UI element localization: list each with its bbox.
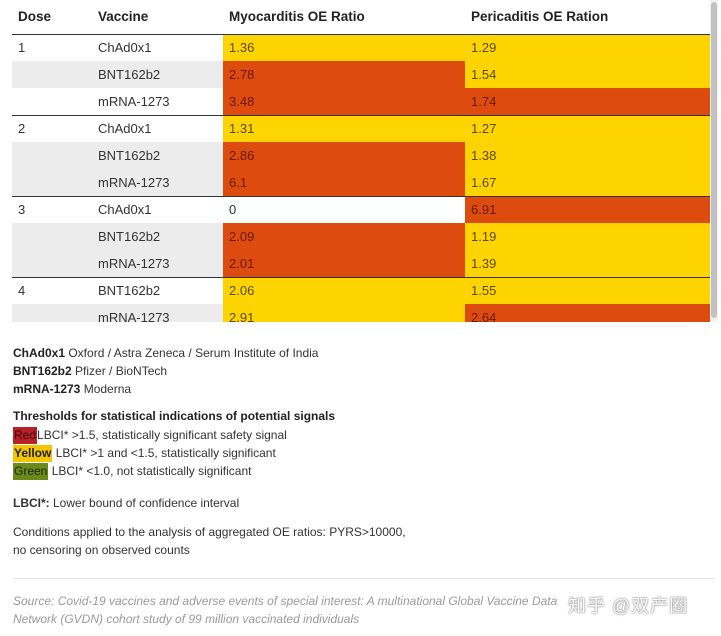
- legend-desc: Oxford / Astra Zeneca / Serum Institute …: [65, 346, 319, 360]
- cell-dose: 4: [12, 276, 92, 304]
- cell-pericarditis: 1.38: [465, 142, 710, 169]
- conditions-line-1: Conditions applied to the analysis of ag…: [13, 525, 406, 539]
- cell-dose: 2: [12, 114, 92, 142]
- table-row: 4 BNT162b2 2.06 1.55: [12, 276, 710, 304]
- cell-myocarditis: 2.09: [223, 223, 465, 250]
- cell-vaccine: mRNA-1273: [92, 250, 223, 277]
- table-row: mRNA-1273 2.91 2.64: [12, 304, 710, 322]
- cell-dose: [12, 304, 92, 322]
- table-row: 3 ChAd0x1 0 6.91: [12, 195, 710, 223]
- legend-code: mRNA-1273: [13, 382, 81, 396]
- cell-vaccine: ChAd0x1: [92, 114, 223, 142]
- cell-myocarditis: 1.31: [223, 114, 465, 142]
- cell-vaccine: BNT162b2: [92, 276, 223, 304]
- lbci-def: Lower bound of confidence interval: [49, 496, 240, 510]
- threshold-red: RedLBCI* >1.5, statistically significant…: [13, 427, 287, 444]
- threshold-green-text: LBCI* <1.0, not statistically significan…: [48, 464, 252, 478]
- legend-item: BNT162b2 Pfizer / BioNTech: [13, 362, 318, 380]
- conditions-line-2: no censoring on observed counts: [13, 543, 190, 557]
- cell-myocarditis: 2.86: [223, 142, 465, 169]
- lbci-term: LBCI*:: [13, 496, 50, 510]
- table-row: BNT162b2 2.09 1.19: [12, 223, 710, 250]
- cell-vaccine: BNT162b2: [92, 223, 223, 250]
- legend-code: ChAd0x1: [13, 346, 66, 360]
- table-row: BNT162b2 2.78 1.54: [12, 61, 710, 88]
- cell-myocarditis: 1.36: [223, 34, 465, 61]
- legend-item: ChAd0x1 Oxford / Astra Zeneca / Serum In…: [13, 344, 318, 362]
- cell-myocarditis: 2.78: [223, 61, 465, 88]
- table-row: 2 ChAd0x1 1.31 1.27: [12, 114, 710, 142]
- cell-dose: [12, 61, 92, 88]
- green-swatch: Green: [13, 463, 49, 480]
- oe-ratio-table-container[interactable]: Dose Vaccine Myocarditis OE Ratio Perica…: [12, 0, 710, 322]
- cell-vaccine: mRNA-1273: [98, 93, 170, 109]
- source-citation: Source: Covid-19 vaccines and adverse ev…: [13, 594, 558, 626]
- header-dose: Dose: [12, 0, 92, 35]
- cell-dose: 3: [12, 195, 92, 223]
- cell-pericarditis: 1.29: [465, 34, 710, 61]
- cell-myocarditis: 0: [223, 195, 465, 223]
- threshold-yellow: Yellow LBCI* >1 and <1.5, statistically …: [13, 445, 276, 462]
- table-header-row: Dose Vaccine Myocarditis OE Ratio Perica…: [12, 0, 710, 35]
- legend-code: BNT162b2: [13, 364, 72, 378]
- cell-dose: [12, 223, 92, 250]
- yellow-swatch: Yellow: [13, 445, 53, 462]
- vaccine-legend: ChAd0x1 Oxford / Astra Zeneca / Serum In…: [13, 344, 318, 398]
- cell-pericarditis: 1.27: [465, 114, 710, 142]
- header-vaccine: Vaccine: [92, 0, 223, 35]
- cell-myocarditis: 2.91: [223, 304, 465, 322]
- table-row: BNT162b2 2.86 1.38: [12, 142, 710, 169]
- table-row: 1 ChAd0x1 1.36 1.29: [12, 34, 710, 61]
- legend-item: mRNA-1273 Moderna: [13, 380, 318, 398]
- threshold-yellow-text: LBCI* >1 and <1.5, statistically signifi…: [52, 446, 276, 460]
- cell-pericarditis: 1.55: [465, 276, 710, 304]
- divider: [13, 578, 715, 579]
- red-swatch: Red: [13, 427, 38, 444]
- cell-vaccine: BNT162b2: [92, 61, 223, 88]
- thresholds-title: Thresholds for statistical indications o…: [13, 409, 336, 423]
- cell-pericarditis: 1.39: [465, 250, 710, 277]
- table-row: mRNA-1273 6.1 1.67: [12, 169, 710, 196]
- table-row: mRNA-1273 3.48 1.74: [12, 88, 710, 115]
- legend-desc: Moderna: [80, 382, 132, 396]
- cell-dose: [12, 142, 92, 169]
- oe-ratio-table: Dose Vaccine Myocarditis OE Ratio Perica…: [12, 0, 710, 322]
- cell-pericarditis: 1.67: [465, 169, 710, 196]
- cell-pericarditis: 1.74: [465, 88, 710, 115]
- cell-myocarditis: 2.01: [223, 250, 465, 277]
- threshold-red-text: LBCI* >1.5, statistically significant sa…: [37, 428, 287, 442]
- cell-dose: [12, 250, 92, 277]
- cell-dose: 1: [18, 40, 26, 56]
- cell-pericarditis: 6.91: [465, 195, 710, 223]
- cell-dose: [12, 169, 92, 196]
- cell-vaccine: ChAd0x1: [98, 40, 152, 56]
- cell-vaccine: BNT162b2: [92, 142, 223, 169]
- header-myocarditis: Myocarditis OE Ratio: [223, 0, 465, 35]
- watermark: 知乎 @双产圈: [568, 596, 689, 616]
- cell-pericarditis: 2.64: [465, 304, 710, 322]
- cell-dose: [12, 88, 92, 115]
- legend-desc: Pfizer / BioNTech: [71, 364, 168, 378]
- threshold-green: Green LBCI* <1.0, not statistically sign…: [13, 463, 251, 480]
- cell-pericarditis: 1.19: [465, 223, 710, 250]
- table-body: 1 ChAd0x1 1.36 1.29 BNT162b2 2.78 1.54 mRNA-127…: [12, 34, 710, 322]
- cell-vaccine: mRNA-1273: [92, 304, 223, 322]
- lbci-definition: LBCI*: Lower bound of confidence interva…: [13, 496, 239, 510]
- conditions-note: Conditions applied to the analysis of ag…: [13, 523, 406, 559]
- table-scrollbar-thumb[interactable]: [711, 2, 717, 318]
- cell-vaccine: mRNA-1273: [92, 169, 223, 196]
- cell-myocarditis: 6.1: [223, 169, 465, 196]
- cell-pericarditis: 1.54: [465, 61, 710, 88]
- cell-myocarditis: 3.48: [223, 88, 465, 115]
- cell-vaccine: ChAd0x1: [92, 195, 223, 223]
- table-row: mRNA-1273 2.01 1.39: [12, 250, 710, 277]
- cell-myocarditis: 2.06: [223, 276, 465, 304]
- header-pericarditis: Pericaditis OE Ration: [465, 0, 710, 35]
